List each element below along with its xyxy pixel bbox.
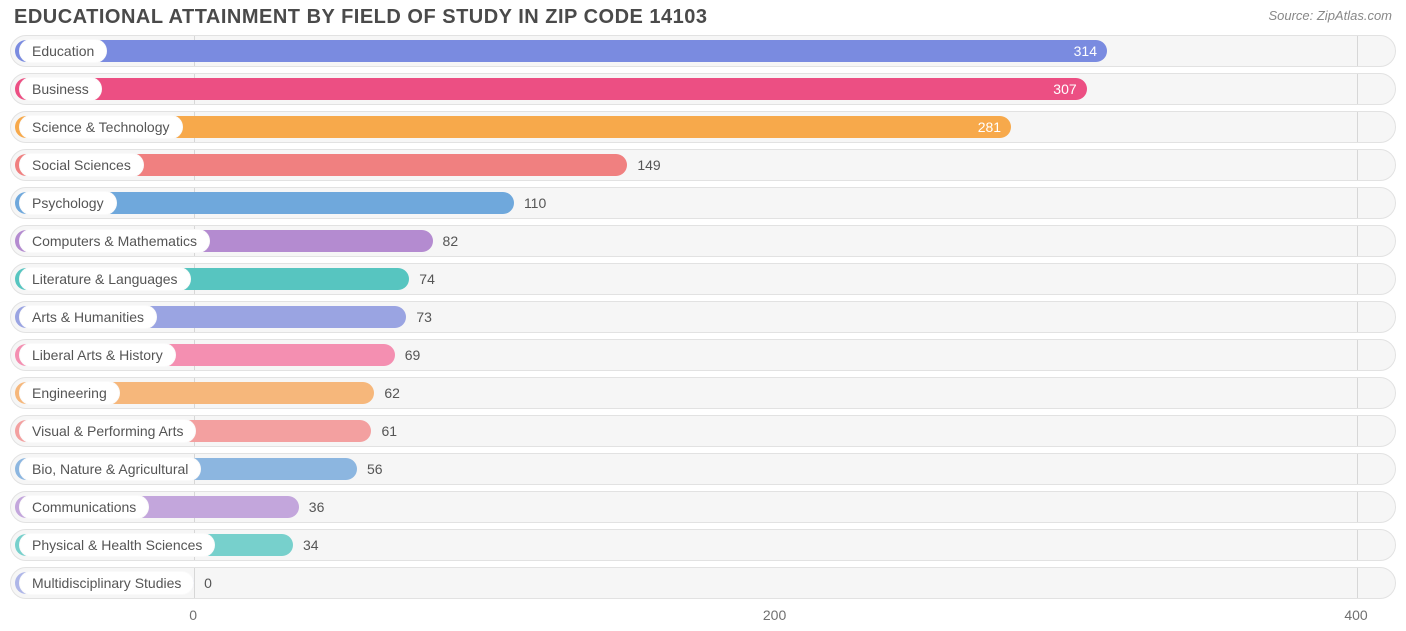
gridline: [1357, 302, 1358, 332]
value-label: 62: [384, 385, 400, 401]
category-pill: Visual & Performing Arts: [19, 419, 196, 443]
category-pill: Communications: [19, 495, 149, 519]
gridline: [1357, 378, 1358, 408]
x-axis: 0 200 400: [10, 605, 1396, 629]
gridline: [1357, 36, 1358, 66]
value-label: 36: [309, 499, 325, 515]
value-label: 307: [1053, 81, 1076, 97]
gridline: [1357, 264, 1358, 294]
chart-header: Educational Attainment by Field of Study…: [0, 0, 1406, 31]
bar-row: Engineering 62: [10, 377, 1396, 409]
category-pill: Bio, Nature & Agricultural: [19, 457, 201, 481]
bar-row: Communications 36: [10, 491, 1396, 523]
bar-row: Computers & Mathematics 82: [10, 225, 1396, 257]
value-label: 61: [381, 423, 397, 439]
bar-row: Physical & Health Sciences 34: [10, 529, 1396, 561]
value-label: 69: [405, 347, 421, 363]
bar-row: Literature & Languages 74: [10, 263, 1396, 295]
chart-title: Educational Attainment by Field of Study…: [14, 6, 708, 29]
category-pill: Psychology: [19, 191, 117, 215]
bar-row: Visual & Performing Arts 61: [10, 415, 1396, 447]
bar: [15, 40, 1107, 62]
value-label: 0: [204, 575, 212, 591]
value-label: 110: [524, 195, 546, 211]
value-label: 34: [303, 537, 319, 553]
category-pill: Multidisciplinary Studies: [19, 571, 194, 595]
gridline: [1357, 568, 1358, 598]
category-pill: Education: [19, 39, 107, 63]
bar-row: Business 307: [10, 73, 1396, 105]
bar-row: Psychology 110: [10, 187, 1396, 219]
bar: [15, 78, 1087, 100]
bar-row: Multidisciplinary Studies 0: [10, 567, 1396, 599]
gridline: [1357, 112, 1358, 142]
category-pill: Liberal Arts & History: [19, 343, 176, 367]
value-label: 82: [443, 233, 459, 249]
gridline: [194, 568, 195, 598]
gridline: [1357, 150, 1358, 180]
bar-row: Arts & Humanities 73: [10, 301, 1396, 333]
category-pill: Arts & Humanities: [19, 305, 157, 329]
value-label: 149: [637, 157, 660, 173]
value-label: 73: [416, 309, 432, 325]
category-pill: Physical & Health Sciences: [19, 533, 215, 557]
x-axis-tick: 400: [1344, 607, 1367, 623]
x-axis-tick: 0: [189, 607, 197, 623]
gridline: [1357, 340, 1358, 370]
chart-source: Source: ZipAtlas.com: [1268, 6, 1392, 23]
value-label: 56: [367, 461, 383, 477]
bar-row: Bio, Nature & Agricultural 56: [10, 453, 1396, 485]
gridline: [1357, 530, 1358, 560]
gridline: [1357, 454, 1358, 484]
gridline: [1357, 226, 1358, 256]
category-pill: Business: [19, 77, 102, 101]
value-label: 314: [1074, 43, 1097, 59]
bar-row: Liberal Arts & History 69: [10, 339, 1396, 371]
category-pill: Engineering: [19, 381, 120, 405]
category-pill: Social Sciences: [19, 153, 144, 177]
gridline: [1357, 416, 1358, 446]
bar-row: Social Sciences 149: [10, 149, 1396, 181]
bar-row: Education 314: [10, 35, 1396, 67]
chart-plot-area: Education 314 Business 307 Science & Technol…: [0, 31, 1406, 599]
gridline: [1357, 492, 1358, 522]
bar-row: Science & Technology 281: [10, 111, 1396, 143]
category-pill: Science & Technology: [19, 115, 183, 139]
value-label: 74: [419, 271, 435, 287]
category-pill: Literature & Languages: [19, 267, 191, 291]
gridline: [1357, 188, 1358, 218]
value-label: 281: [978, 119, 1001, 135]
x-axis-tick: 200: [763, 607, 786, 623]
gridline: [1357, 74, 1358, 104]
category-pill: Computers & Mathematics: [19, 229, 210, 253]
